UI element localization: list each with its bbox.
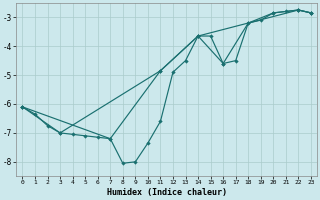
X-axis label: Humidex (Indice chaleur): Humidex (Indice chaleur) — [107, 188, 227, 197]
